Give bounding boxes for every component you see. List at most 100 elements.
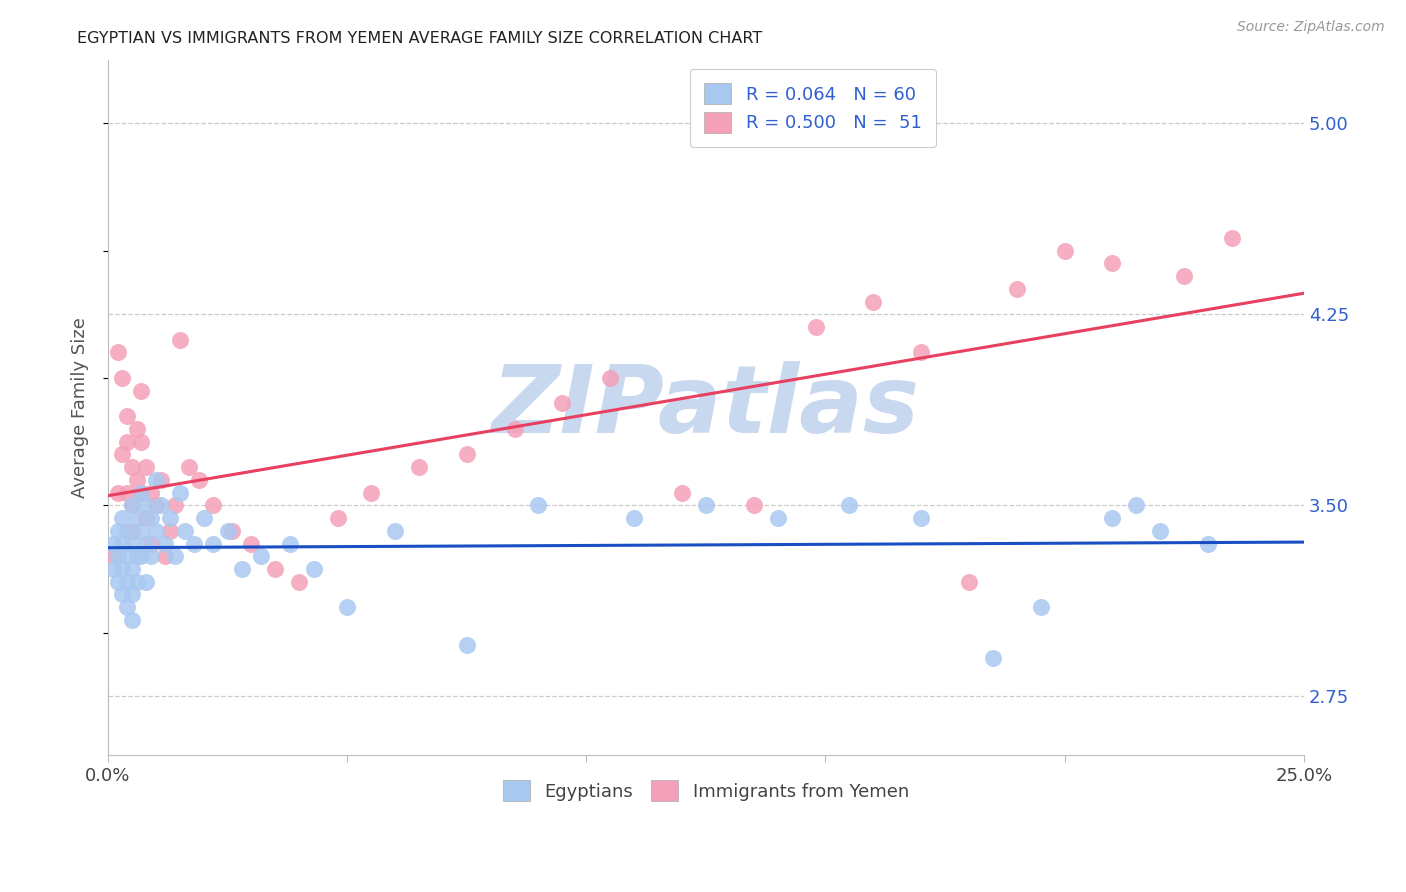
- Point: [149, 498, 172, 512]
- Point: [111, 587, 134, 601]
- Point: [838, 498, 860, 512]
- Point: [121, 498, 143, 512]
- Point: [326, 511, 349, 525]
- Point: [101, 549, 124, 564]
- Point: [115, 524, 138, 538]
- Point: [173, 524, 195, 538]
- Point: [111, 562, 134, 576]
- Text: Source: ZipAtlas.com: Source: ZipAtlas.com: [1237, 20, 1385, 34]
- Point: [360, 485, 382, 500]
- Point: [163, 498, 186, 512]
- Point: [107, 574, 129, 589]
- Point: [121, 524, 143, 538]
- Point: [139, 485, 162, 500]
- Point: [671, 485, 693, 500]
- Point: [336, 600, 359, 615]
- Point: [278, 536, 301, 550]
- Point: [695, 498, 717, 512]
- Point: [115, 574, 138, 589]
- Point: [599, 371, 621, 385]
- Point: [623, 511, 645, 525]
- Point: [1101, 256, 1123, 270]
- Point: [179, 460, 201, 475]
- Point: [456, 447, 478, 461]
- Point: [121, 460, 143, 475]
- Point: [135, 460, 157, 475]
- Point: [107, 345, 129, 359]
- Y-axis label: Average Family Size: Average Family Size: [72, 317, 89, 498]
- Point: [115, 409, 138, 424]
- Point: [131, 485, 153, 500]
- Point: [111, 511, 134, 525]
- Point: [163, 549, 186, 564]
- Point: [981, 651, 1004, 665]
- Point: [121, 587, 143, 601]
- Point: [125, 549, 148, 564]
- Point: [910, 345, 932, 359]
- Point: [288, 574, 311, 589]
- Point: [910, 511, 932, 525]
- Point: [139, 511, 162, 525]
- Point: [101, 536, 124, 550]
- Point: [111, 371, 134, 385]
- Point: [139, 549, 162, 564]
- Point: [742, 498, 765, 512]
- Point: [131, 434, 153, 449]
- Point: [231, 562, 253, 576]
- Point: [121, 536, 143, 550]
- Point: [107, 549, 129, 564]
- Point: [766, 511, 789, 525]
- Point: [145, 498, 167, 512]
- Point: [456, 639, 478, 653]
- Point: [169, 485, 191, 500]
- Point: [135, 574, 157, 589]
- Point: [131, 485, 153, 500]
- Point: [957, 574, 980, 589]
- Point: [551, 396, 574, 410]
- Point: [145, 524, 167, 538]
- Point: [384, 524, 406, 538]
- Point: [107, 524, 129, 538]
- Text: EGYPTIAN VS IMMIGRANTS FROM YEMEN AVERAGE FAMILY SIZE CORRELATION CHART: EGYPTIAN VS IMMIGRANTS FROM YEMEN AVERAG…: [77, 31, 762, 46]
- Point: [202, 536, 225, 550]
- Point: [145, 473, 167, 487]
- Point: [169, 333, 191, 347]
- Point: [183, 536, 205, 550]
- Point: [107, 485, 129, 500]
- Point: [1005, 282, 1028, 296]
- Point: [1101, 511, 1123, 525]
- Point: [302, 562, 325, 576]
- Point: [1053, 244, 1076, 258]
- Point: [115, 485, 138, 500]
- Point: [125, 422, 148, 436]
- Point: [115, 549, 138, 564]
- Point: [804, 320, 827, 334]
- Point: [1220, 231, 1243, 245]
- Point: [240, 536, 263, 550]
- Point: [202, 498, 225, 512]
- Point: [1197, 536, 1219, 550]
- Point: [155, 549, 177, 564]
- Point: [862, 294, 884, 309]
- Point: [115, 600, 138, 615]
- Point: [111, 447, 134, 461]
- Point: [121, 562, 143, 576]
- Point: [135, 511, 157, 525]
- Point: [250, 549, 273, 564]
- Point: [125, 473, 148, 487]
- Point: [115, 434, 138, 449]
- Point: [159, 511, 181, 525]
- Point: [221, 524, 243, 538]
- Point: [155, 536, 177, 550]
- Point: [131, 549, 153, 564]
- Point: [135, 498, 157, 512]
- Legend: Egyptians, Immigrants from Yemen: Egyptians, Immigrants from Yemen: [488, 765, 924, 815]
- Point: [1173, 269, 1195, 284]
- Point: [131, 524, 153, 538]
- Point: [125, 511, 148, 525]
- Point: [159, 524, 181, 538]
- Point: [149, 473, 172, 487]
- Point: [1125, 498, 1147, 512]
- Point: [187, 473, 209, 487]
- Point: [111, 536, 134, 550]
